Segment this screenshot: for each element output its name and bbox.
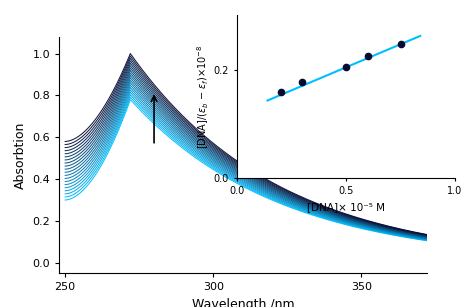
Y-axis label: Absorbtion: Absorbtion	[14, 121, 27, 189]
Y-axis label: [DNA]/($\varepsilon_b$ $-$ $\varepsilon_f$)$\times$10$^{-8}$: [DNA]/($\varepsilon_b$ $-$ $\varepsilon_…	[195, 45, 210, 149]
X-axis label: Wavelength /nm: Wavelength /nm	[191, 298, 294, 307]
X-axis label: [DNA]× 10⁻⁵ M: [DNA]× 10⁻⁵ M	[307, 202, 385, 212]
